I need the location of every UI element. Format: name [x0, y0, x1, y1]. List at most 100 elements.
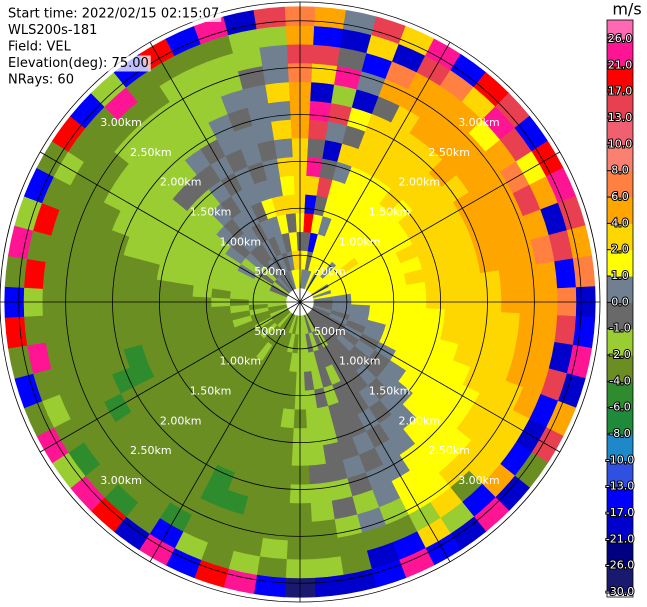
spoke	[149, 41, 451, 563]
range-label: 1.00km	[339, 355, 381, 368]
range-label: 2.00km	[160, 414, 202, 427]
range-label: 500m	[314, 325, 346, 338]
range-label: 1.00km	[220, 355, 262, 368]
colorbar-tick-label: 26.0	[608, 32, 633, 45]
annotation: NRays: 60	[8, 73, 74, 88]
colorbar-bin	[607, 276, 633, 303]
velocity-cell	[4, 255, 28, 288]
velocity-cell	[310, 81, 335, 104]
range-labels: 500m 1.00km 1.50km 2.00km 2.50km 3.00km 500m 1.…	[100, 116, 500, 487]
colorbar-tick-label: -1.0	[609, 322, 630, 335]
colorbar-tick-label: 10.0	[608, 137, 633, 150]
colorbar-bin	[607, 39, 633, 66]
velocity-cell	[313, 556, 344, 579]
velocity-cell	[310, 500, 335, 523]
range-label: 500m	[254, 265, 286, 278]
velocity-cell	[498, 267, 521, 292]
velocity-cell	[60, 313, 83, 340]
polar-grid	[0, 1, 601, 603]
range-label: 3.00km	[100, 474, 142, 487]
velocity-cell	[309, 482, 332, 504]
colorbar-bin	[607, 170, 633, 198]
range-label: 2.50km	[130, 146, 172, 159]
velocity-cell	[98, 311, 120, 334]
colorbar-bin	[607, 486, 633, 514]
range-label: 1.50km	[190, 384, 232, 397]
colorbar-bin	[607, 565, 633, 593]
velocity-cell	[271, 119, 292, 141]
colorbar-tick-label: 0.0	[611, 295, 629, 308]
annotation-bg	[6, 22, 100, 39]
colorbar-tick-label: 17.0	[608, 85, 633, 98]
velocity-cell	[480, 270, 502, 293]
colorbar-tick-label: -8.0	[609, 427, 630, 440]
velocity-cell	[572, 255, 596, 288]
annotation: Field: VEL	[8, 40, 72, 55]
range-label: 3.00km	[458, 116, 500, 129]
velocity-cell	[307, 445, 327, 467]
velocity-cell	[314, 6, 347, 30]
velocity-cell	[535, 314, 558, 343]
range-label: 1.00km	[220, 235, 262, 248]
colorbar: -30.0 -26.0 -21.0 -17.0 -13.0 -10.0 -8.0 -6.0 -4…	[605, 19, 635, 599]
colorbar-tick-label: 6.0	[611, 190, 629, 203]
velocity-cell	[424, 278, 446, 296]
ppi-plot	[4, 6, 596, 598]
colorbar-bin	[607, 381, 633, 409]
colorbar-tick-label: -21.0	[606, 532, 634, 545]
annotation: WLS200s-181	[8, 23, 97, 38]
annotation: Elevation(deg): 75.00	[8, 56, 149, 71]
annotation: Start time: 2022/02/15 02:15:07	[8, 7, 219, 22]
velocity-cell	[256, 556, 287, 579]
velocity-cell	[253, 6, 286, 30]
velocity-cell	[498, 312, 521, 337]
colorbar-tick-label: -2.0	[609, 348, 630, 361]
velocity-cell	[79, 312, 102, 337]
colorbar-bin	[607, 197, 633, 224]
velocity-cell	[572, 316, 596, 349]
velocity-cell	[60, 264, 83, 291]
colorbar-tick-label: -6.0	[609, 401, 630, 414]
range-label: 2.50km	[130, 444, 172, 457]
velocity-cell	[443, 275, 465, 295]
velocity-cell	[268, 100, 291, 122]
velocity-cell	[42, 314, 65, 343]
colorbar-tick-label: 13.0	[608, 111, 633, 124]
velocity-cell	[271, 463, 292, 485]
velocity-cell	[42, 261, 65, 290]
colorbar-tick-label: 4.0	[611, 216, 629, 229]
colorbar-bin	[607, 513, 633, 540]
velocity-cell	[259, 44, 288, 67]
velocity-cell	[309, 100, 332, 122]
velocity-cell	[276, 156, 294, 178]
range-label: 1.50km	[190, 206, 232, 219]
velocity-cell	[265, 81, 290, 104]
colorbar-bin	[607, 460, 633, 488]
range-label: 2.50km	[428, 444, 470, 457]
range-label: 2.00km	[399, 414, 441, 427]
header: Start time: 2022/02/15 02:15:07WLS200s-1…	[6, 6, 222, 88]
range-label: 500m	[254, 325, 286, 338]
colorbar-frame	[606, 19, 634, 598]
velocity-cell	[535, 261, 558, 290]
velocity-cell	[517, 264, 540, 291]
velocity-cell	[23, 258, 46, 289]
velocity-cell	[461, 273, 483, 294]
range-label: 3.00km	[100, 116, 142, 129]
annotation-bg	[6, 55, 151, 72]
colorbar-tick-label: -10.0	[606, 453, 634, 466]
velocity-cell	[308, 119, 329, 141]
velocity-cell	[259, 537, 288, 560]
velocity-cell	[308, 463, 329, 485]
annotation-bg	[6, 72, 76, 88]
range-label: 1.50km	[369, 384, 411, 397]
velocity-cell	[262, 519, 289, 542]
velocity-cell	[23, 315, 46, 346]
velocity-cell	[313, 25, 344, 48]
colorbar-bin	[607, 118, 633, 145]
velocity-cell	[265, 500, 290, 523]
velocity-cell	[4, 316, 28, 349]
colorbar-bin	[607, 302, 633, 330]
colorbar-bin	[607, 249, 633, 277]
